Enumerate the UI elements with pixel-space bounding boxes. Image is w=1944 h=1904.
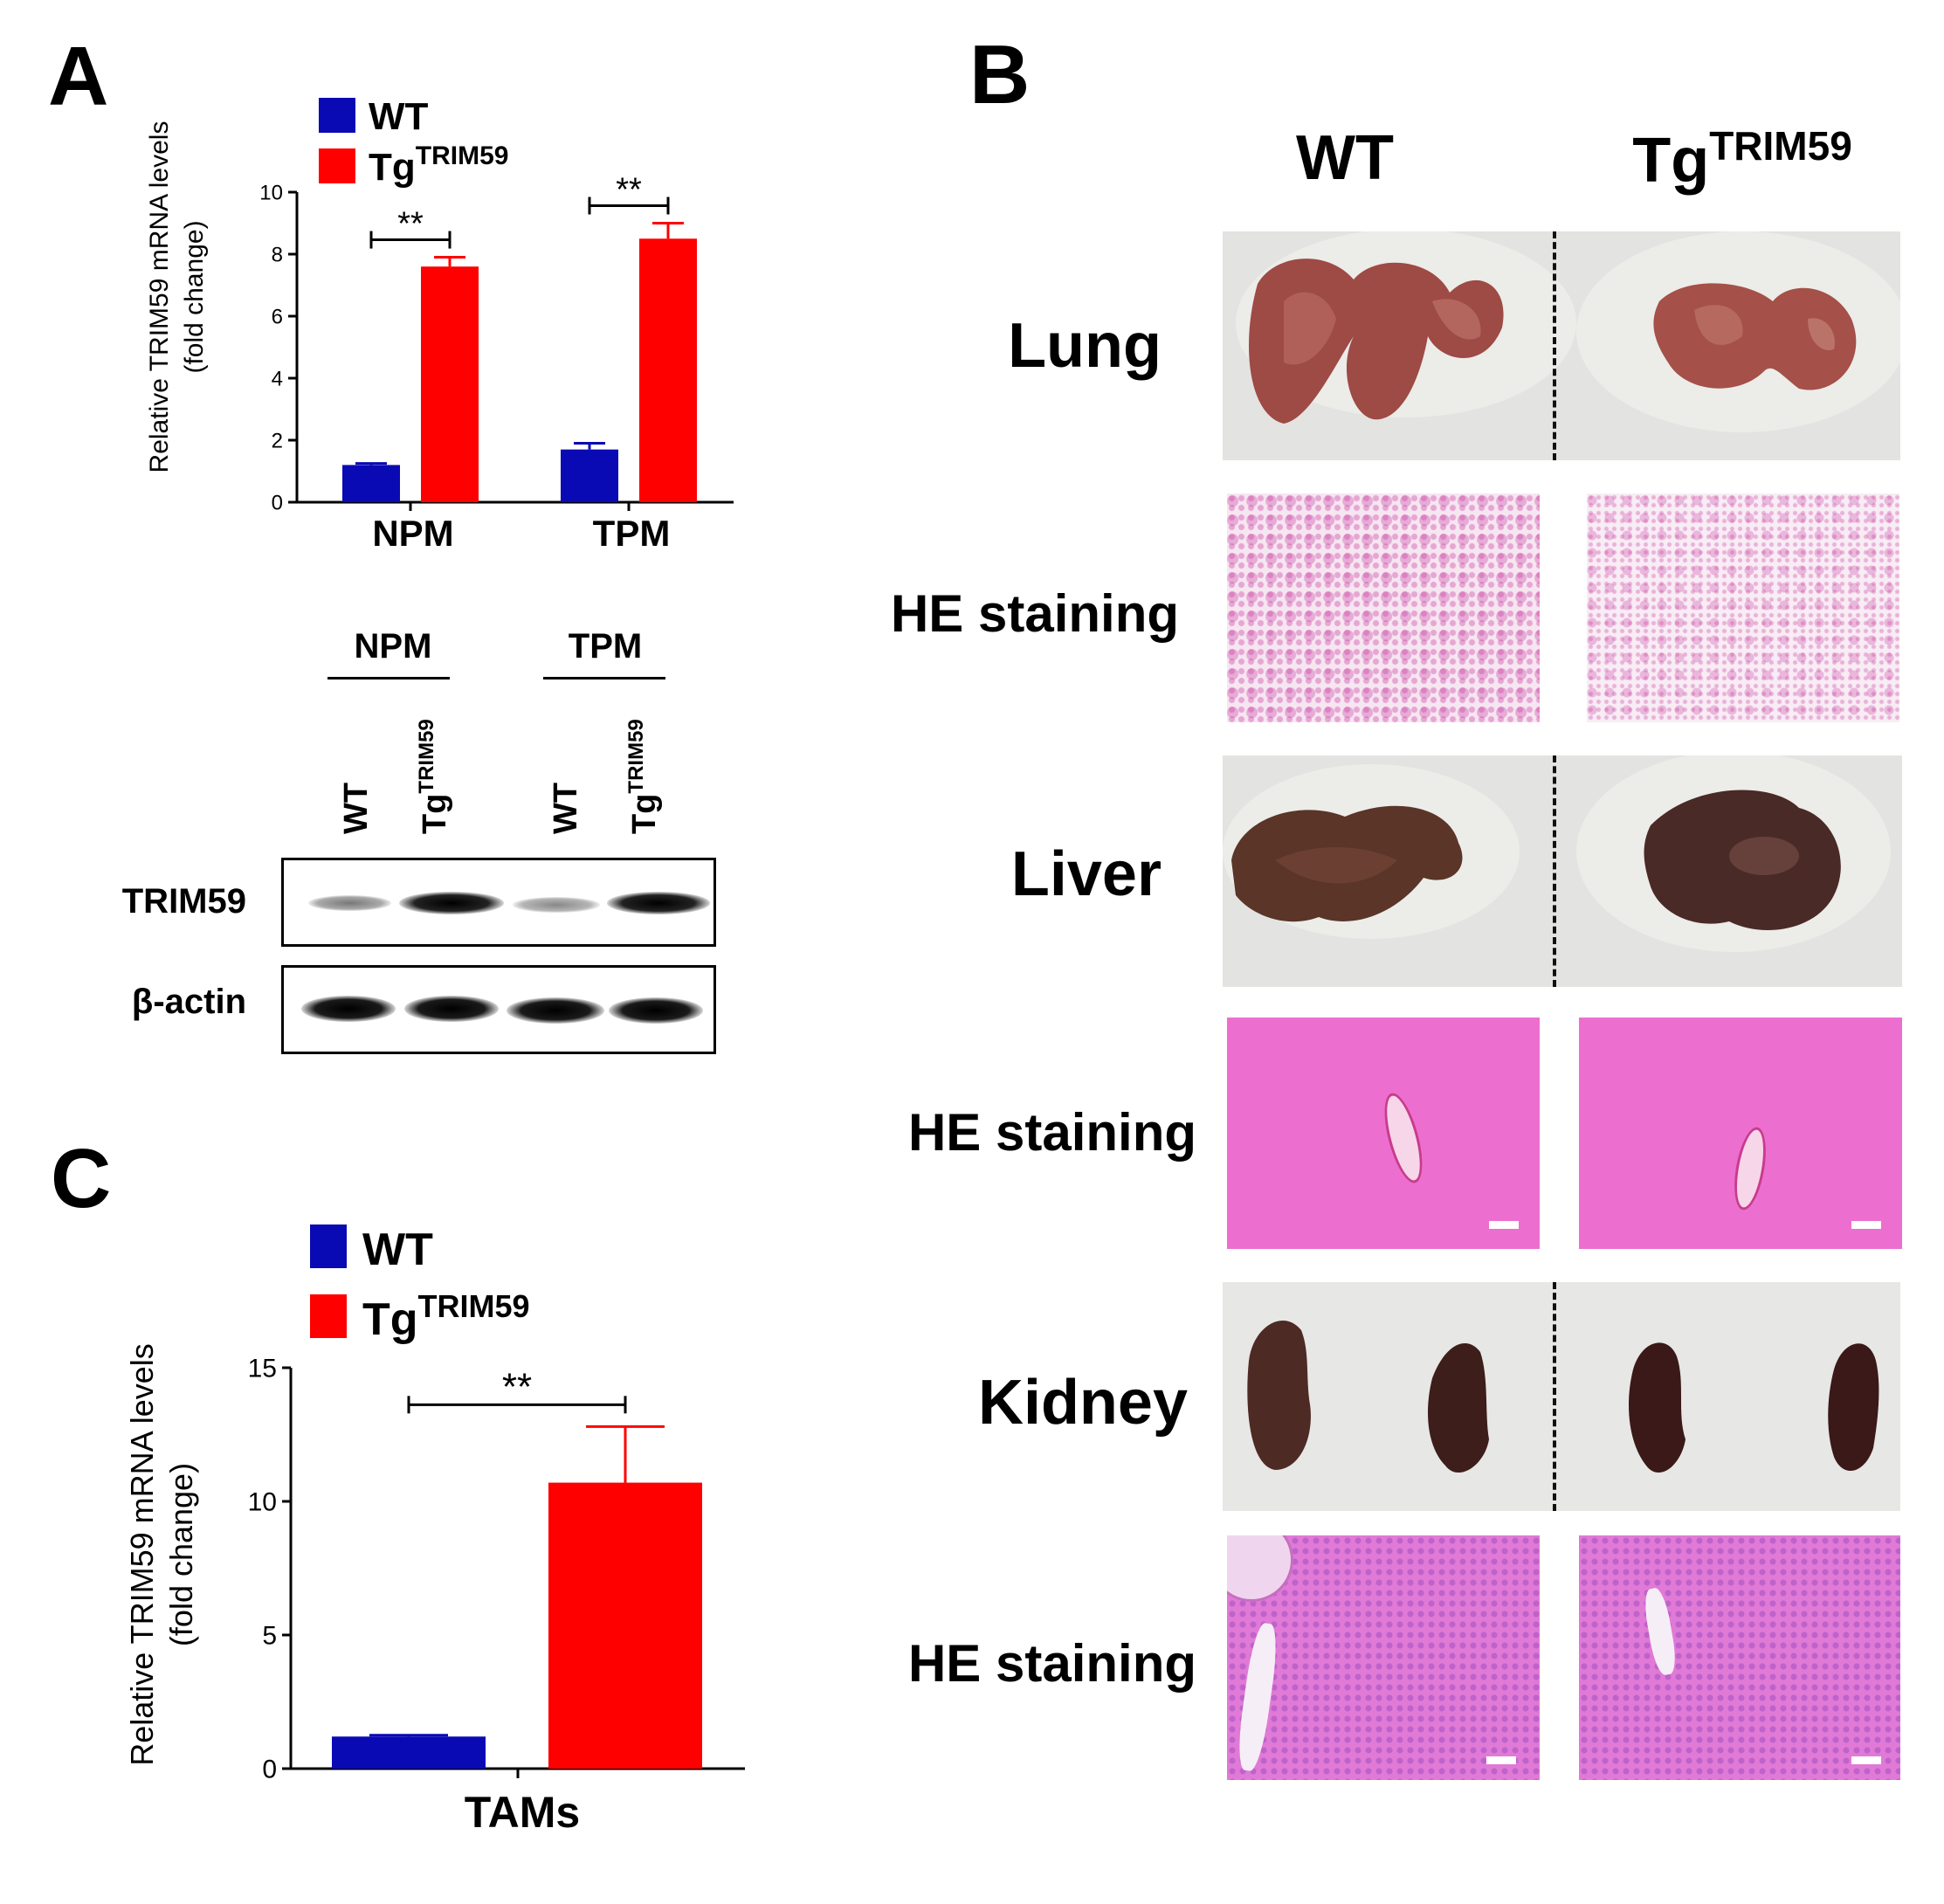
column-header-tg: TgTRIM59 bbox=[1611, 122, 1873, 197]
y-tick-label-c-0: 0 bbox=[262, 1756, 277, 1784]
bar-c-0-1 bbox=[548, 1482, 702, 1769]
chart-a: WT TgTRIM59 Relative TRIM59 mRNA levels … bbox=[145, 95, 734, 554]
kidney-tg-lumen bbox=[1641, 1586, 1679, 1677]
lane-label-1: WT bbox=[338, 783, 375, 834]
band-trim59-4 bbox=[607, 892, 710, 914]
blot-lane-labels: WT TgTRIM59 WT TgTRIM59 bbox=[338, 719, 663, 834]
blot-actin bbox=[281, 965, 716, 1054]
y-axis-label-a-line1: Relative TRIM59 mRNA levels bbox=[145, 121, 174, 473]
blot-trim59 bbox=[281, 858, 716, 947]
y-axis-label-a-line2: (fold change) bbox=[180, 220, 209, 373]
y-tick-label-c-3: 15 bbox=[248, 1355, 277, 1383]
significance-label-c-0: ** bbox=[502, 1365, 532, 1408]
scale-bar-liver-tg bbox=[1851, 1221, 1881, 1229]
panel-label-c: C bbox=[51, 1132, 112, 1225]
band-actin-3 bbox=[507, 997, 604, 1024]
x-category-tpm: TPM bbox=[593, 513, 671, 554]
bar-c-0-0 bbox=[332, 1736, 486, 1769]
vessel-liver-tg bbox=[1728, 1124, 1772, 1213]
y-tick-label-c-1: 5 bbox=[262, 1622, 277, 1651]
y-tick-label-a-5: 10 bbox=[259, 181, 283, 204]
photo-kidney bbox=[1223, 1282, 1900, 1511]
significance-label-a-1: ** bbox=[616, 172, 642, 209]
bar-a-0-1 bbox=[421, 266, 479, 502]
blot-group-tpm-line bbox=[543, 677, 665, 680]
y-tick-label-a-4: 8 bbox=[272, 243, 283, 266]
column-header-wt: WT bbox=[1296, 123, 1394, 193]
panel-label-b: B bbox=[969, 28, 1031, 121]
y-axis-label-c-line1: Relative TRIM59 mRNA levels bbox=[124, 1343, 160, 1766]
bar-a-0-0 bbox=[342, 465, 400, 502]
legend-label-wt: WT bbox=[369, 95, 429, 138]
chart-c: WT TgTRIM59 Relative TRIM59 mRNA levels … bbox=[124, 1224, 745, 1837]
he-kidney-wt bbox=[1227, 1535, 1540, 1780]
band-actin-2 bbox=[404, 996, 499, 1022]
y-ticks-a: 0 2 4 6 8 10 bbox=[259, 181, 297, 514]
scale-bar-kidney-tg bbox=[1851, 1756, 1881, 1764]
significance-label-a-0: ** bbox=[397, 206, 424, 243]
legend-label-wt-c: WT bbox=[362, 1224, 433, 1275]
he-lung-wt bbox=[1227, 493, 1540, 722]
y-ticks-c: 0 5 10 15 bbox=[248, 1355, 291, 1784]
row-label-he-lung: HE staining bbox=[890, 584, 1179, 643]
legend-swatch-tg-c bbox=[310, 1294, 347, 1338]
x-category-npm: NPM bbox=[372, 513, 453, 554]
divider-kidney bbox=[1553, 1282, 1556, 1511]
legend-swatch-wt bbox=[319, 98, 355, 133]
blot-group-npm-label: NPM bbox=[354, 627, 432, 666]
divider-liver bbox=[1553, 755, 1556, 987]
y-tick-label-a-3: 6 bbox=[272, 305, 283, 328]
band-trim59-3 bbox=[513, 897, 600, 913]
band-trim59-1 bbox=[308, 895, 391, 911]
legend-swatch-tg bbox=[319, 148, 355, 183]
y-axis-label-a: Relative TRIM59 mRNA levels bbox=[145, 121, 174, 473]
photo-liver bbox=[1223, 755, 1902, 987]
band-actin-4 bbox=[609, 997, 703, 1024]
blot-group-tpm-label: TPM bbox=[568, 627, 643, 666]
row-label-kidney: Kidney bbox=[977, 1368, 1188, 1438]
blot-group-npm-line bbox=[327, 677, 450, 680]
he-liver-tg bbox=[1579, 1018, 1902, 1249]
bar-a-1-1 bbox=[639, 238, 697, 502]
lane-label-4: TgTRIM59 bbox=[624, 719, 663, 834]
scale-bar-kidney-wt bbox=[1486, 1756, 1516, 1764]
column-header-tg-sup: TRIM59 bbox=[1709, 123, 1852, 169]
row-label-liver: Liver bbox=[1010, 839, 1162, 909]
row-label-he-liver: HE staining bbox=[907, 1103, 1196, 1162]
x-category-tams: TAMs bbox=[465, 1788, 580, 1837]
panel-label-a: A bbox=[48, 30, 109, 123]
band-actin-1 bbox=[301, 996, 396, 1022]
divider-lung bbox=[1553, 231, 1556, 460]
legend-label-tg-c: TgTRIM59 bbox=[362, 1288, 530, 1345]
lane-label-3: WT bbox=[548, 783, 584, 834]
y-tick-label-a-0: 0 bbox=[272, 491, 283, 514]
y-tick-label-a-2: 4 bbox=[272, 367, 283, 390]
scale-bar-liver-wt bbox=[1489, 1221, 1519, 1229]
vessel-liver-wt bbox=[1376, 1089, 1430, 1187]
legend-label-tg: TgTRIM59 bbox=[369, 141, 508, 189]
band-trim59-2 bbox=[399, 892, 504, 914]
blot-row-label-trim59: TRIM59 bbox=[121, 882, 246, 921]
kidney-wt-bladder bbox=[1227, 1535, 1293, 1602]
row-label-he-kidney: HE staining bbox=[907, 1634, 1196, 1693]
y-tick-label-a-1: 2 bbox=[272, 429, 283, 452]
bar-a-1-0 bbox=[561, 449, 618, 502]
kidney-wt-lumen bbox=[1234, 1621, 1281, 1773]
photo-lung bbox=[1223, 231, 1900, 460]
lane-label-2: TgTRIM59 bbox=[415, 719, 453, 834]
he-kidney-tg bbox=[1579, 1535, 1900, 1780]
column-header-tg-base: Tg bbox=[1632, 126, 1710, 196]
legend-swatch-wt-c bbox=[310, 1224, 347, 1268]
y-tick-label-c-2: 10 bbox=[248, 1488, 277, 1517]
blot-row-label-actin: β-actin bbox=[131, 983, 246, 1021]
he-lung-tg bbox=[1587, 493, 1899, 722]
he-liver-wt bbox=[1227, 1018, 1540, 1249]
y-axis-label-c-line2: (fold change) bbox=[163, 1463, 199, 1646]
row-label-lung: Lung bbox=[1008, 311, 1162, 381]
